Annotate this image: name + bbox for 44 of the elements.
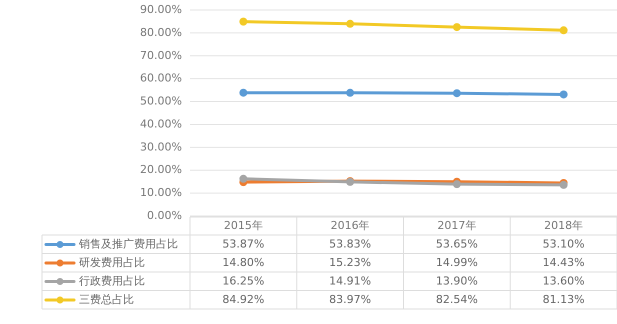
data-label: 84.92% <box>222 293 264 306</box>
legend-label: 销售及推广费用占比 <box>78 238 178 251</box>
y-tick-label: 0.00% <box>147 209 182 222</box>
legend-label: 研发费用占比 <box>79 256 145 270</box>
data-label: 14.99% <box>436 256 478 270</box>
y-tick-label: 10.00% <box>140 186 182 200</box>
y-tick-label: 40.00% <box>140 117 182 130</box>
legend-label: 三费总占比 <box>79 293 134 306</box>
data-label: 16.25% <box>222 274 264 288</box>
data-label: 14.43% <box>542 256 585 270</box>
data-label: 53.87% <box>222 238 264 251</box>
data-label: 53.65% <box>436 238 478 251</box>
data-label: 13.90% <box>436 274 478 288</box>
y-tick-label: 60.00% <box>140 72 182 85</box>
y-tick-label: 70.00% <box>140 48 182 62</box>
data-label: 14.80% <box>222 256 264 270</box>
point <box>239 174 248 183</box>
point <box>560 90 568 98</box>
point <box>452 180 461 188</box>
y-tick-label: 50.00% <box>140 94 182 108</box>
data-label: 81.13% <box>542 293 585 306</box>
data-label: 13.60% <box>542 274 585 288</box>
point <box>346 20 354 28</box>
data-label: 14.91% <box>329 274 372 288</box>
point <box>346 88 354 97</box>
data-label: 53.10% <box>542 238 585 251</box>
y-tick-label: 20.00% <box>140 163 182 176</box>
x-tick-label: 2017年 <box>437 219 476 232</box>
y-tick-label: 90.00% <box>140 3 182 16</box>
point <box>239 18 248 26</box>
data-label: 53.83% <box>329 238 372 251</box>
legend-label: 行政费用占比 <box>79 274 145 288</box>
data-label: 83.97% <box>329 293 372 306</box>
data-label: 82.54% <box>436 293 478 306</box>
point <box>452 23 461 32</box>
y-tick-label: 80.00% <box>140 26 182 39</box>
x-tick-label: 2016年 <box>330 219 370 232</box>
data-label: 15.23% <box>329 256 372 270</box>
point <box>239 88 248 97</box>
x-tick-label: 2015年 <box>224 219 263 232</box>
x-tick-label: 2018年 <box>544 219 584 232</box>
point <box>452 89 461 98</box>
point <box>560 26 568 34</box>
y-tick-label: 30.00% <box>140 140 182 154</box>
